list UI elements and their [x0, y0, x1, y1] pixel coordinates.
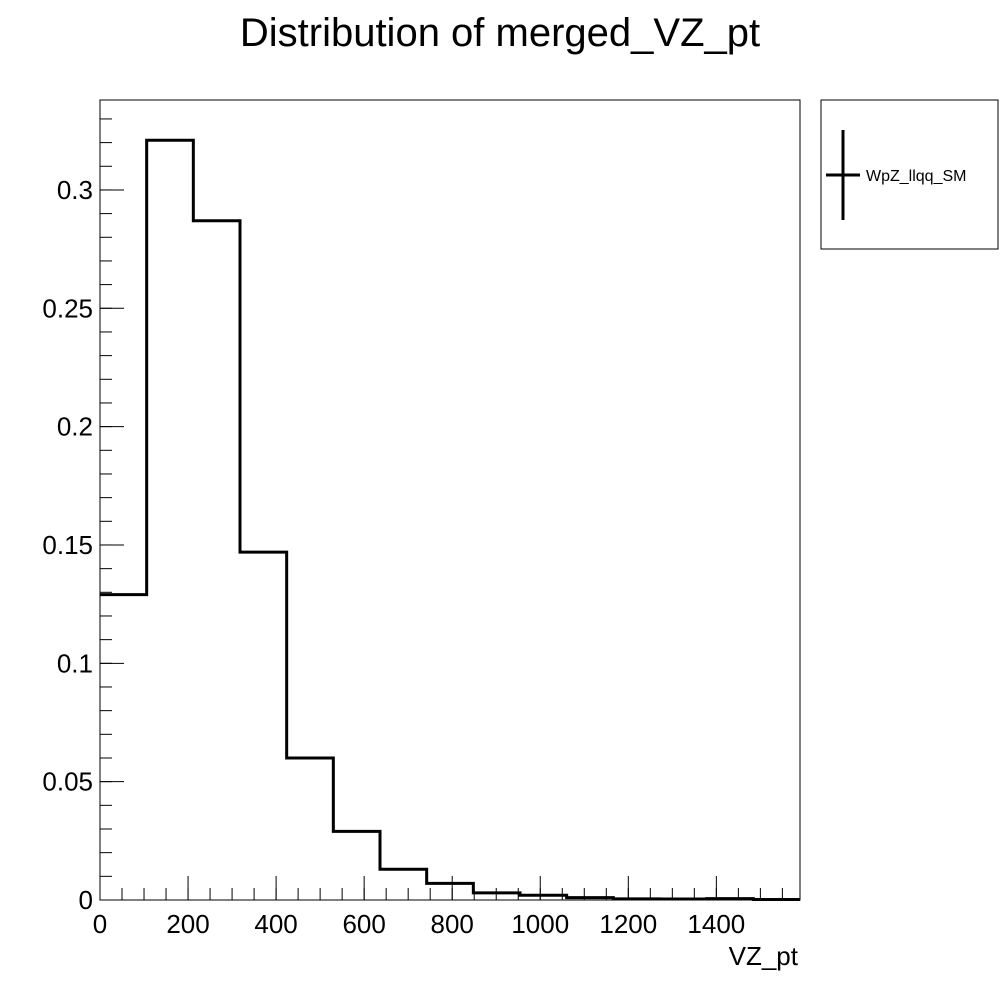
histogram-bin — [287, 758, 334, 900]
x-tick-label: 1400 — [687, 909, 745, 939]
histogram-bin — [147, 140, 194, 900]
y-tick-label: 0.2 — [57, 412, 93, 442]
x-tick-label: 200 — [166, 909, 209, 939]
histogram-outline — [100, 138, 800, 902]
chart-title: Distribution of merged_VZ_pt — [240, 11, 760, 55]
plot-frame — [99, 99, 801, 901]
y-tick-label: 0.15 — [42, 530, 93, 560]
legend-label: WpZ_llqq_SM — [866, 168, 966, 185]
x-tick-label: 1000 — [511, 909, 569, 939]
histogram-bin — [100, 595, 147, 900]
y-tick-label: 0 — [79, 885, 93, 915]
x-tick-label: 1200 — [599, 909, 657, 939]
y-tick-label: 0.05 — [42, 767, 93, 797]
x-tick-labels: 0 200 400 600 800 1000 1200 1400 — [93, 909, 746, 939]
histogram-bin — [240, 552, 287, 900]
histogram-bins — [100, 140, 800, 900]
legend: WpZ_llqq_SM — [820, 99, 999, 250]
y-tick-label: 0.3 — [57, 175, 93, 205]
x-tick-label: 0 — [93, 909, 107, 939]
x-tick-label: 600 — [342, 909, 385, 939]
x-tick-label: 800 — [431, 909, 474, 939]
x-tick-label: 400 — [254, 909, 297, 939]
histogram-bin — [333, 831, 380, 900]
histogram-bin — [193, 221, 240, 900]
x-axis-label: VZ_pt — [729, 941, 799, 971]
histogram-bin — [427, 883, 474, 900]
y-tick-label: 0.1 — [57, 648, 93, 678]
y-tick-labels: 0 0.05 0.1 0.15 0.2 0.25 0.3 — [42, 175, 93, 915]
y-tick-label: 0.25 — [42, 293, 93, 323]
histogram-bin — [380, 869, 427, 900]
